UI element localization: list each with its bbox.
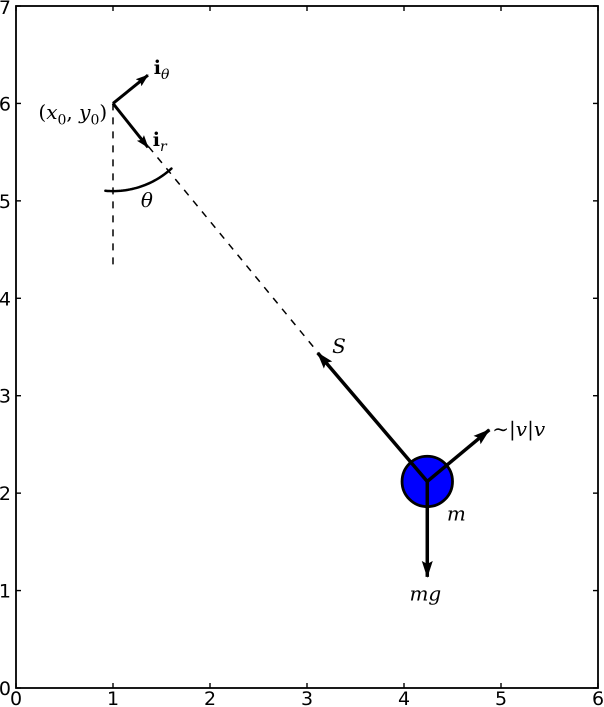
pivot-coords-label-part: ( [38, 100, 46, 124]
weight-label: mg [409, 581, 441, 605]
drag-label-part: ∼| [492, 417, 516, 442]
i-r-vector [111, 102, 150, 149]
theta-label-part: θ [141, 188, 153, 212]
i-theta-vector [112, 74, 149, 105]
y-tick-label: 6 [0, 93, 11, 115]
pivot-coords-label-part: , [66, 100, 79, 124]
string-line [112, 102, 318, 352]
y-tick-label: 3 [0, 386, 11, 408]
drag-label: ∼|v|v [492, 417, 546, 442]
pivot-coords-label-part: y [78, 100, 91, 124]
tension-vector [316, 351, 429, 483]
i-theta-label-part: i [154, 57, 161, 79]
drag-label-part: | [527, 417, 534, 442]
drag-vector [426, 428, 491, 483]
i-theta-label-part: θ [161, 67, 170, 83]
weight-label-part: mg [409, 581, 441, 605]
i-r-label-part: r [160, 139, 168, 155]
x-tick-label: 4 [398, 688, 410, 707]
mass-label: m [447, 502, 466, 526]
mass-label-part: m [447, 502, 466, 526]
i-r-label: ir [153, 129, 168, 155]
pivot-coords-label-part: 0 [90, 113, 99, 129]
tension-label: S [332, 334, 346, 358]
y-tick-label: 5 [0, 191, 11, 213]
i-theta-label: iθ [154, 57, 170, 83]
drag-label-part: v [534, 417, 546, 441]
pivot-coords-label-part: 0 [57, 113, 66, 129]
pivot-coords-label: (x0, y0) [38, 100, 107, 128]
theta-label: θ [141, 188, 153, 212]
y-tick-label: 1 [0, 581, 11, 603]
x-tick-label: 2 [204, 688, 216, 707]
angle-arc [104, 167, 173, 193]
y-tick-label: 2 [0, 483, 11, 505]
drag-label-part: v [516, 417, 528, 441]
x-tick-label: 6 [592, 688, 604, 707]
y-tick-label: 0 [0, 678, 11, 700]
x-tick-label: 1 [107, 688, 119, 707]
y-tick-label: 7 [0, 0, 11, 19]
tension-label-part: S [332, 334, 346, 358]
y-tick-label: 4 [0, 288, 11, 310]
pivot-coords-label-part: ) [99, 100, 107, 124]
pivot-coords-label-part: x [46, 100, 57, 124]
x-tick-label: 3 [301, 688, 313, 707]
x-tick-label: 0 [10, 688, 22, 707]
x-tick-label: 5 [495, 688, 507, 707]
i-r-label-part: i [153, 129, 160, 151]
